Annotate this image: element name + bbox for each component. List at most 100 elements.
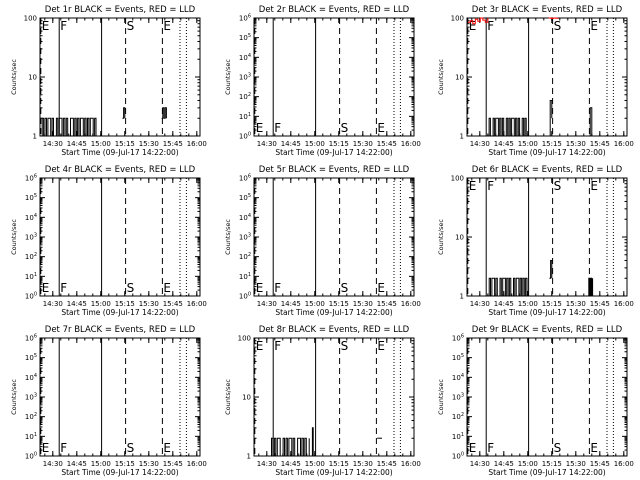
y-tick-label: 101	[239, 112, 251, 121]
x-tick-label: 14:45	[494, 460, 514, 468]
x-axis-label: Start Time (09-Jul-17 14:22:00)	[61, 468, 178, 477]
series-events	[122, 107, 126, 119]
y-axis-label: Counts/sec	[224, 219, 232, 255]
series-lld	[548, 17, 559, 19]
x-tick-label: 16:00	[401, 460, 421, 468]
marker-label-F: F	[487, 19, 494, 33]
panel-title: Det 8r BLACK = Events, RED = LLD	[259, 325, 410, 335]
x-axis-label: Start Time (09-Jul-17 14:22:00)	[61, 148, 178, 157]
series-events	[487, 117, 527, 137]
x-tick-label: 15:30	[353, 140, 373, 148]
x-tick-label: 14:45	[67, 140, 87, 148]
series-events	[487, 277, 528, 297]
plot-frame	[466, 337, 628, 457]
plot-frame	[39, 177, 201, 297]
x-tick-label: 16:00	[401, 300, 421, 308]
y-tick-label: 1	[460, 293, 464, 301]
y-tick-label: 100	[451, 175, 464, 183]
panel-det-8r: Det 8r BLACK = Events, RED = LLD 1 10 100 Co…	[224, 325, 421, 477]
x-tick-label: 14:30	[257, 300, 277, 308]
marker-label-S: S	[127, 441, 135, 455]
y-tick-label: 100	[24, 15, 37, 23]
x-tick-label: 15:00	[518, 300, 538, 308]
plot-frame	[466, 17, 628, 137]
x-axis-label: Start Time (09-Jul-17 14:22:00)	[275, 148, 392, 157]
x-tick-label: 14:45	[67, 460, 87, 468]
x-tick-label: 15:30	[139, 300, 159, 308]
panel-title: Det 7r BLACK = Events, RED = LLD	[45, 325, 196, 335]
marker-label-E: E	[590, 441, 598, 455]
y-axis-label: Counts/sec	[10, 219, 18, 255]
x-tick-label: 15:45	[163, 300, 183, 308]
x-tick-label: 15:15	[542, 300, 562, 308]
y-tick-label: 1	[460, 133, 464, 141]
x-tick-label: 14:30	[257, 460, 277, 468]
y-tick-label: 103	[452, 393, 464, 402]
y-tick-label: 10	[242, 394, 251, 402]
x-tick-label: 15:00	[305, 300, 325, 308]
x-tick-label: 16:00	[614, 140, 634, 148]
x-tick-label: 15:45	[377, 300, 397, 308]
x-tick-label: 16:00	[614, 300, 634, 308]
y-tick-label: 106	[452, 334, 464, 343]
x-axis-label: Start Time (09-Jul-17 14:22:00)	[488, 308, 605, 317]
x-tick-label: 15:45	[377, 460, 397, 468]
panel-det-1r: Det 1r BLACK = Events, RED = LLD 1 10 100 Co…	[10, 5, 207, 157]
series-events	[548, 100, 553, 137]
y-tick-label: 101	[452, 432, 464, 441]
y-tick-label: 100	[451, 15, 464, 23]
panel-title: Det 2r BLACK = Events, RED = LLD	[259, 5, 410, 15]
panel-title: Det 1r BLACK = Events, RED = LLD	[45, 5, 196, 15]
marker-label-F: F	[487, 441, 494, 455]
marker-label-F: F	[60, 19, 67, 33]
y-tick-label: 105	[239, 193, 251, 202]
y-tick-label: 104	[25, 213, 37, 222]
y-axis-label: Counts/sec	[224, 379, 232, 415]
x-tick-label: 15:45	[163, 140, 183, 148]
x-tick-label: 15:45	[590, 140, 610, 148]
marker-label-S: S	[554, 441, 562, 455]
y-tick-label: 106	[239, 174, 251, 183]
x-tick-label: 15:30	[566, 460, 586, 468]
x-tick-label: 14:30	[43, 140, 63, 148]
x-tick-label: 14:45	[67, 300, 87, 308]
plot-frame	[253, 177, 415, 297]
y-tick-label: 102	[25, 252, 37, 261]
y-tick-label: 105	[25, 193, 37, 202]
x-tick-label: 15:30	[566, 140, 586, 148]
x-tick-label: 14:45	[281, 460, 301, 468]
panel-det-4r: Det 4r BLACK = Events, RED = LLD 100 101 10…	[10, 165, 207, 317]
plot-frame	[253, 17, 415, 137]
marker-label-E: E	[590, 179, 598, 193]
y-tick-label: 102	[239, 92, 251, 101]
x-tick-label: 15:00	[518, 140, 538, 148]
x-tick-label: 15:00	[305, 460, 325, 468]
marker-label-F: F	[274, 339, 281, 353]
x-tick-label: 14:30	[257, 140, 277, 148]
marker-label-E: E	[469, 19, 477, 33]
y-tick-label: 104	[239, 53, 251, 62]
y-tick-label: 102	[25, 412, 37, 421]
y-tick-label: 103	[239, 73, 251, 82]
series-events	[40, 117, 97, 137]
series-events	[161, 107, 167, 119]
y-axis-label: Counts/sec	[437, 379, 445, 415]
y-tick-label: 10	[28, 74, 37, 82]
x-axis-label: Start Time (09-Jul-17 14:22:00)	[61, 308, 178, 317]
marker-label-F: F	[274, 281, 281, 295]
series-events	[588, 107, 593, 137]
x-tick-label: 15:15	[329, 300, 349, 308]
y-axis-label: Counts/sec	[224, 59, 232, 95]
y-tick-label: 1	[33, 133, 37, 141]
y-tick-label: 101	[239, 272, 251, 281]
x-axis-label: Start Time (09-Jul-17 14:22:00)	[488, 148, 605, 157]
x-tick-label: 16:00	[187, 460, 207, 468]
x-tick-label: 14:45	[281, 300, 301, 308]
y-tick-label: 103	[25, 393, 37, 402]
x-tick-label: 15:15	[542, 460, 562, 468]
y-tick-label: 106	[25, 334, 37, 343]
x-tick-label: 15:45	[590, 300, 610, 308]
marker-label-E: E	[256, 281, 264, 295]
x-tick-label: 14:45	[281, 140, 301, 148]
x-tick-label: 14:30	[470, 460, 490, 468]
